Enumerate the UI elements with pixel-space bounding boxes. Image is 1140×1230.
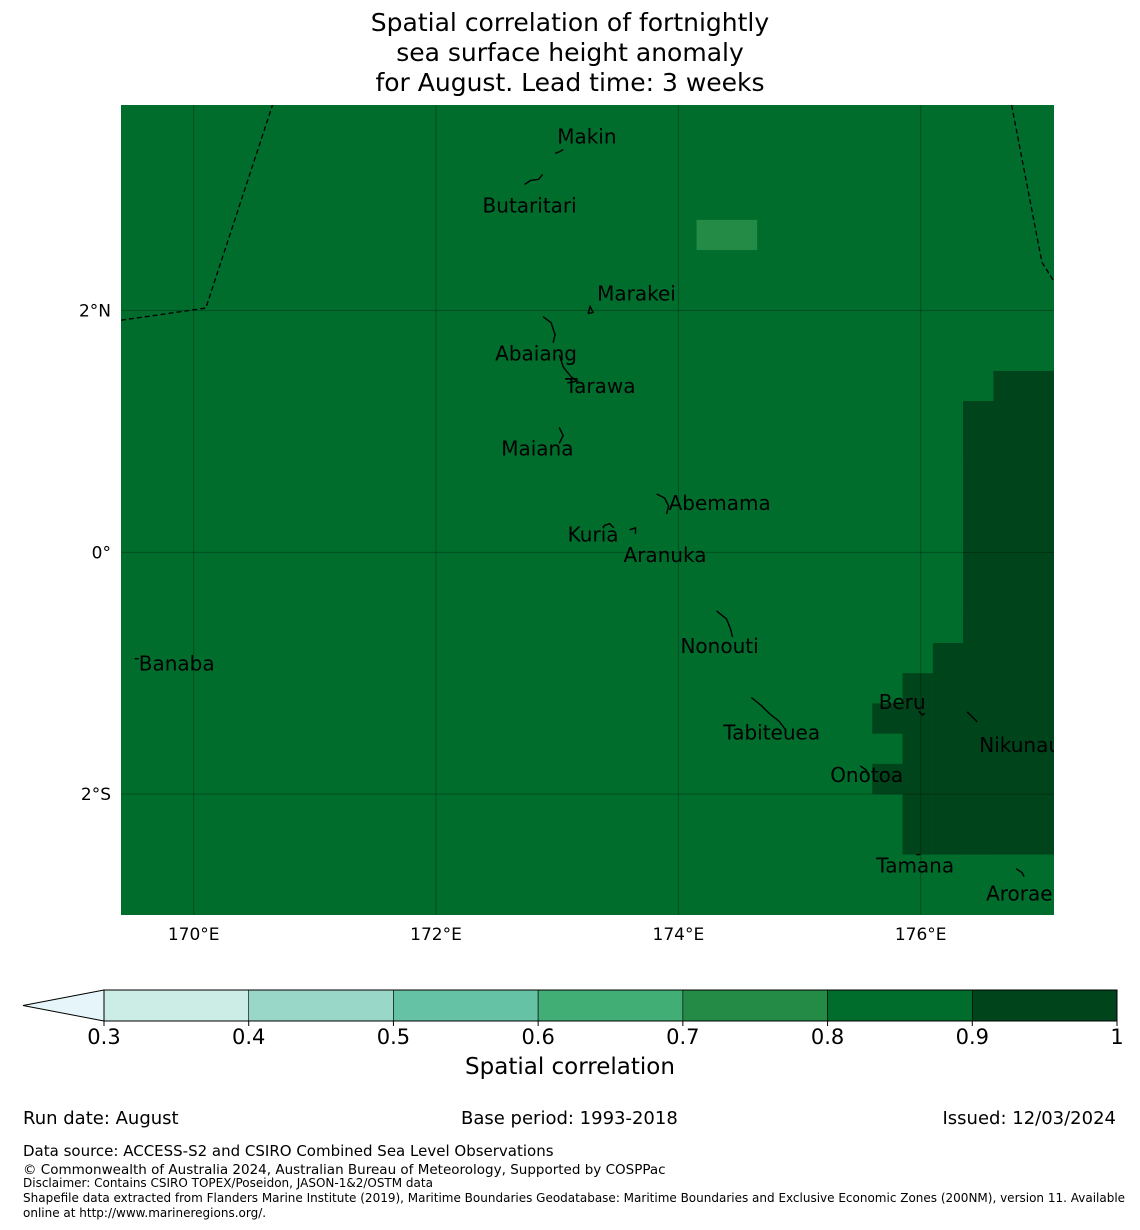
shapefile-credit: Shapefile data extracted from Flanders M…	[23, 1191, 1126, 1220]
colorbar-extend-arrow	[22, 989, 105, 1022]
island-outline	[587, 304, 595, 315]
island-label: Nonouti	[680, 634, 758, 658]
map-figure: Makin Butaritari Marakei Abaiang Tarawa Maian…	[22, 105, 1124, 1049]
island-outline	[1015, 868, 1025, 878]
colorbar-tick-label: 0.7	[666, 1025, 699, 1049]
colorbar-tick-label: 0.9	[956, 1025, 989, 1049]
y-tick-label: 0°	[92, 543, 111, 563]
island-outline	[629, 526, 637, 534]
colorbar-bin	[971, 989, 1118, 1022]
colorbar-tick-label: 0.5	[377, 1025, 410, 1049]
island-outline	[656, 493, 670, 515]
title-line-1: Spatial correlation of fortnightly	[370, 8, 770, 37]
colorbar-tick-label: 0.3	[87, 1025, 120, 1049]
island-label: Marakei	[597, 282, 676, 306]
colorbar-frame	[103, 989, 1118, 1022]
title-line-3: for August. Lead time: 3 weeks	[375, 68, 765, 97]
island-label: Beru	[879, 690, 926, 714]
data-source: Data source: ACCESS-S2 and CSIRO Combine…	[23, 1142, 554, 1160]
plot-area: Makin Butaritari Marakei Abaiang Tarawa Maian…	[121, 105, 1061, 915]
island-outline	[558, 354, 580, 384]
correlation-patch	[932, 642, 964, 855]
run-date: Run date: August	[23, 1108, 179, 1129]
colorbar-bin	[393, 989, 539, 1022]
correlation-patch	[696, 219, 758, 251]
map-axes: 170°E 172°E 174°E 176°E 2°N 0° 2°S	[79, 302, 947, 945]
island-outline	[558, 427, 564, 444]
base-period: Base period: 1993-2018	[461, 1108, 678, 1129]
colorbar-tick-label: 0.4	[232, 1025, 265, 1049]
eez-boundary-line	[1010, 105, 1054, 283]
island-outline	[966, 711, 978, 723]
island-outline	[750, 696, 786, 730]
x-tick-label: 170°E	[168, 925, 220, 945]
eez-boundary-line	[121, 105, 274, 321]
island-label: Nikunau	[979, 733, 1061, 757]
colorbar-tick-label: 0.6	[521, 1025, 554, 1049]
island-label: Tamana	[875, 854, 954, 878]
correlation-patch	[872, 763, 903, 795]
y-tick-label: 2°N	[79, 302, 111, 322]
colorbar-tick-label: 1	[1110, 1025, 1123, 1049]
island-label: Maiana	[501, 436, 573, 460]
x-tick-label: 174°E	[653, 925, 705, 945]
map-title: Spatial correlation of fortnightly sea s…	[0, 8, 1140, 98]
island-label: Banaba	[139, 652, 215, 676]
x-tick-label: 176°E	[895, 925, 947, 945]
correlation-patch	[902, 673, 933, 855]
island-outline	[859, 765, 869, 777]
x-tick-label: 172°E	[410, 925, 462, 945]
colorbar: 0.3 0.4 0.5 0.6 0.7 0.8 0.9 1	[22, 989, 1124, 1049]
island-outline	[524, 173, 544, 185]
copyright: © Commonwealth of Australia 2024, Austra…	[23, 1162, 666, 1178]
y-tick-label: 2°S	[81, 785, 111, 805]
map-panel: Makin Butaritari Marakei Abaiang Tarawa Maian…	[121, 105, 1061, 915]
correlation-patch	[872, 703, 903, 734]
island-label: Makin	[557, 124, 616, 148]
island-outline	[603, 522, 615, 529]
island-label: Tarawa	[564, 374, 635, 398]
island-outline	[716, 610, 734, 638]
issued-date: Issued: 12/03/2024	[942, 1108, 1116, 1129]
colorbar-bin	[827, 989, 973, 1022]
colorbar-bin	[248, 989, 394, 1022]
correlation-patch	[963, 401, 994, 462]
colorbar-bin	[103, 989, 250, 1022]
correlation-patch	[993, 370, 1054, 855]
colorbar-bin	[682, 989, 828, 1022]
island-outline	[918, 710, 926, 717]
colorbar-title: Spatial correlation	[465, 1054, 675, 1080]
island-label: Abaiang	[495, 342, 577, 366]
island-label: Arorae	[986, 882, 1052, 906]
island-outline	[542, 316, 556, 343]
disclaimer: Disclaimer: Contains CSIRO TOPEX/Poseido…	[23, 1176, 433, 1190]
title-line-2: sea surface height anomaly	[396, 38, 744, 67]
island-label: Abemama	[669, 491, 771, 515]
island-label: Aranuka	[624, 543, 707, 567]
island-label: Butaritari	[483, 193, 577, 217]
island-outline	[554, 148, 564, 155]
correlation-patch	[963, 612, 994, 855]
island-label: Kuria	[568, 523, 619, 547]
island-label: Tabiteuea	[722, 720, 820, 744]
colorbar-bin	[537, 989, 684, 1022]
colorbar-tick-label: 0.8	[811, 1025, 844, 1049]
island-label: Onotoa	[830, 763, 903, 787]
